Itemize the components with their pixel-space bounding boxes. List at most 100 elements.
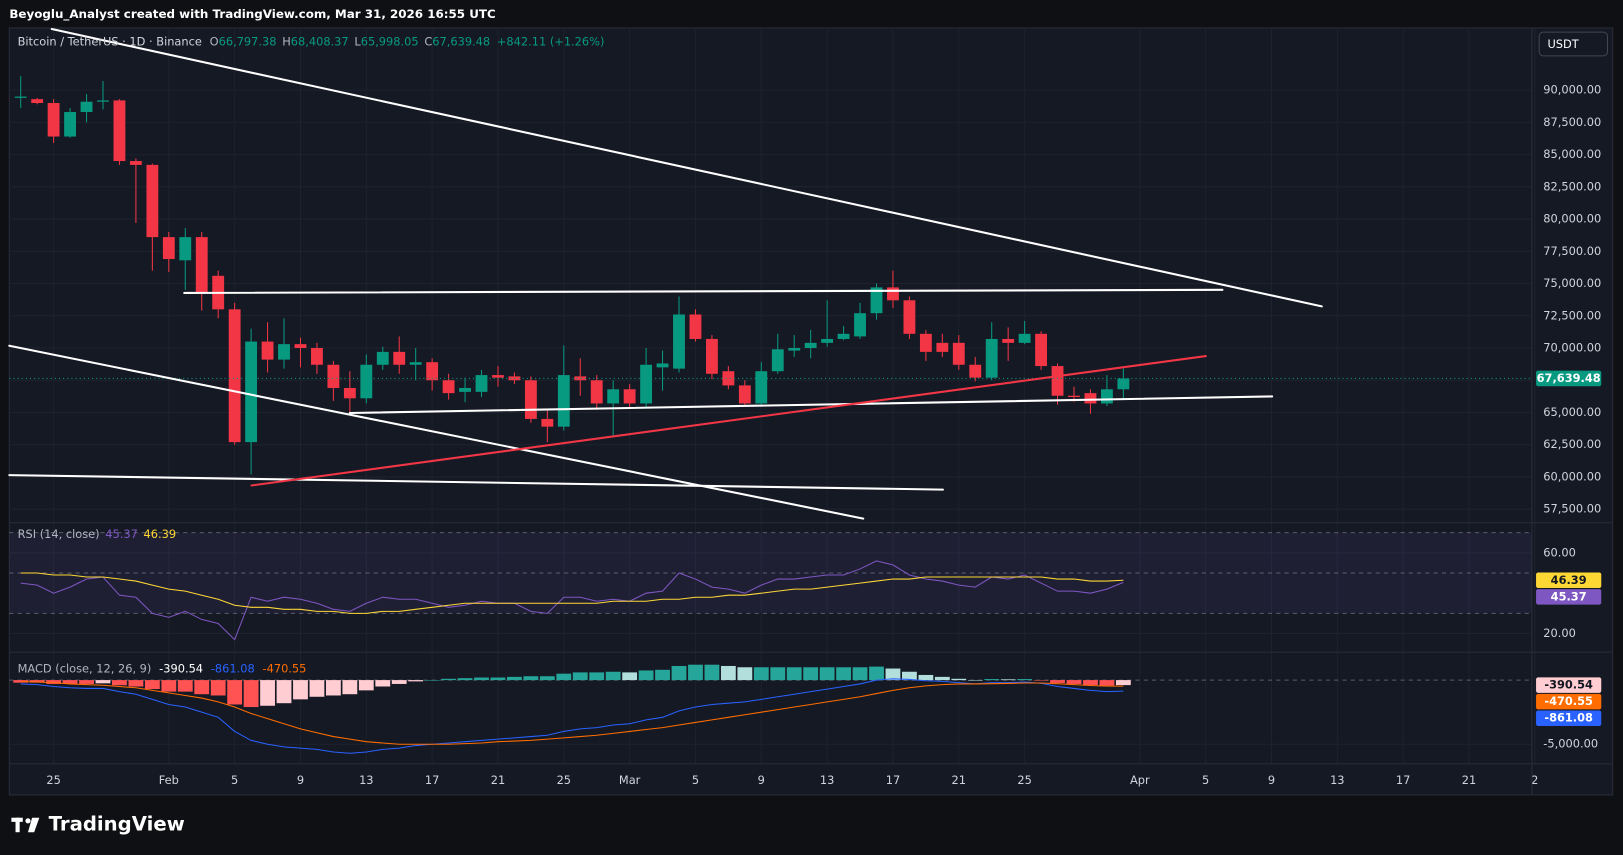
histogram-bar [375,680,391,687]
candle-body [706,338,718,374]
trend-line[interactable] [348,395,1274,415]
histogram-bar [144,680,160,690]
currency-button[interactable]: USDT [1538,31,1608,57]
trend-line[interactable] [8,474,944,491]
candle-body [1051,366,1064,396]
axis-tag-label: -861.08 [1544,711,1593,725]
candle-body [854,313,866,337]
histogram-bar [934,676,950,681]
histogram-bar [227,680,243,705]
ohlc-key: H [282,34,291,48]
currency-label[interactable]: USDT [1547,37,1578,51]
y-tick-label: 60,000.00 [1543,469,1601,483]
histogram-bar [112,680,127,686]
histogram-bar [885,668,901,681]
currency-box[interactable] [1538,31,1608,57]
trend-line[interactable] [8,344,865,520]
symbol-title: Bitcoin / TetherUS · 1D · Binance [18,34,202,48]
histogram-bar [951,678,967,681]
candle-body [31,99,44,104]
trend-line[interactable] [250,355,1207,487]
histogram-bar [770,667,786,681]
histogram-bar [161,680,177,692]
candle-body [903,300,916,334]
marks-layer [9,75,1532,754]
candle-body [887,287,899,301]
histogram-bar [342,680,358,695]
macd-title: MACD (close, 12, 26, 9) [18,661,152,675]
ohlc-key: C [424,34,432,48]
histogram-bar [457,678,473,681]
candle-body [821,338,834,343]
axis-tag-label: -470.55 [1544,694,1593,708]
signal-value: -470.55 [262,661,306,675]
y-tick-label: 80,000.00 [1543,212,1601,226]
candle-body [590,380,603,404]
histogram-bar [1050,680,1065,683]
candle-body [162,237,175,260]
candle-body [689,314,702,339]
x-tick-label: 21 [491,773,505,787]
histogram-bar [128,680,144,687]
axis-tag-label: -390.54 [1544,678,1593,692]
trend-line[interactable] [183,288,1224,294]
rsi-title: RSI (14, close) [18,527,100,541]
logo-text: TradingView [49,812,185,835]
histogram-bar [753,667,769,681]
axis-tag [1536,693,1602,710]
candle-body [179,237,192,261]
labels-layer: 25 Feb 5 9 13 17 21 25 Mar 5 9 13 17 21 25 Apr 5 9 13 17 21 2… [46,83,1602,787]
candle-body [146,164,159,238]
histogram-bar [869,666,884,681]
candle-body [788,348,801,351]
histogram-bar [276,680,292,704]
histogram-bar [424,680,440,681]
histogram-bar [1017,679,1033,681]
y-tick-label: 82,500.00 [1543,179,1601,193]
x-tick-label: 5 [692,773,699,787]
change-value: +842.11 (+1.26%) [497,34,605,48]
histogram-bar [803,667,819,681]
histogram-bar [210,680,226,696]
histogram-bar [984,679,1000,681]
candle-body [524,380,537,419]
logo-shape [25,818,31,824]
histogram-bar [704,664,720,681]
y-tick-label: 62,500.00 [1543,437,1601,451]
header-text: Beyoglu_Analyst created with TradingView… [9,7,495,22]
histogram-bar [507,676,522,681]
candle-body [541,418,554,427]
x-tick-label: 13 [820,773,834,787]
y-tick-label: 57,500.00 [1543,502,1601,516]
axis-tag [1536,677,1602,693]
histogram-bar [572,672,588,681]
x-tick-label: 5 [231,773,238,787]
histogram-bar [539,676,555,681]
histogram-bar [358,680,374,691]
y-tick-label: 85,000.00 [1543,147,1601,161]
x-tick-label: 9 [758,773,765,787]
candle-body [360,364,373,399]
candle-body [607,389,620,404]
candle-body [492,375,504,378]
symbol-legend: Bitcoin / TetherUS · 1D · Binance O66,79… [18,34,605,48]
candle-body [985,338,998,378]
histogram-bar [605,671,621,681]
candle-body [919,333,932,352]
trend-line[interactable] [50,27,1323,308]
y-tick-label: 90,000.00 [1543,83,1601,97]
candle-body [1068,395,1080,398]
axis-tag [1536,589,1602,605]
candle-body [129,161,142,165]
x-tick-label: 17 [1396,773,1410,787]
axis-tag-label: 45.37 [1551,589,1587,603]
axis-tag-label: 46.39 [1551,573,1587,587]
histogram-bar [622,672,638,681]
histogram-bar [720,665,736,681]
candle-body [1018,333,1031,343]
candle-body [64,112,76,137]
histogram-bar [967,680,983,681]
footer-logo: TradingView [11,812,185,835]
logo-shape [15,817,20,833]
